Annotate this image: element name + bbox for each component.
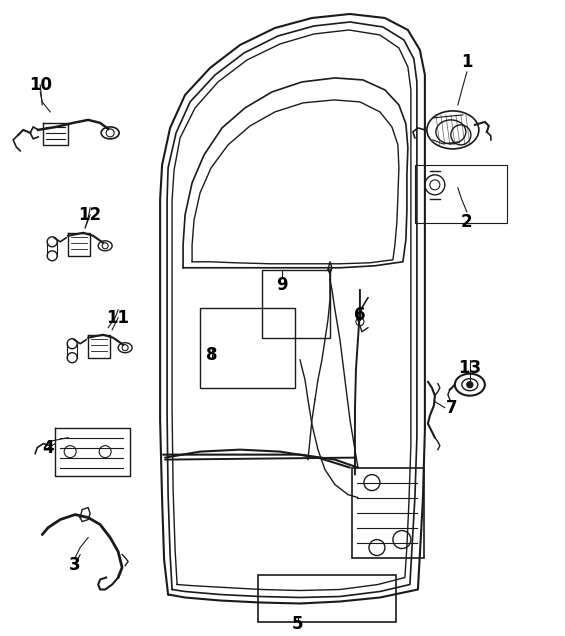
Text: 2: 2 — [461, 213, 473, 231]
Circle shape — [467, 382, 473, 388]
Bar — [258, 574, 396, 623]
Text: 1: 1 — [461, 53, 472, 71]
Text: 5: 5 — [292, 616, 304, 633]
Bar — [200, 308, 295, 388]
Text: 13: 13 — [458, 359, 481, 377]
Text: 4: 4 — [42, 439, 54, 457]
Text: 3: 3 — [69, 555, 81, 574]
Text: 10: 10 — [29, 76, 52, 94]
Bar — [262, 270, 330, 338]
Text: 9: 9 — [276, 276, 288, 294]
Text: 7: 7 — [446, 399, 458, 417]
Bar — [415, 165, 507, 223]
Bar — [352, 467, 424, 558]
Text: 11: 11 — [107, 308, 129, 327]
Text: 12: 12 — [79, 206, 102, 224]
Text: 8: 8 — [206, 346, 218, 364]
Text: 6: 6 — [354, 306, 366, 324]
